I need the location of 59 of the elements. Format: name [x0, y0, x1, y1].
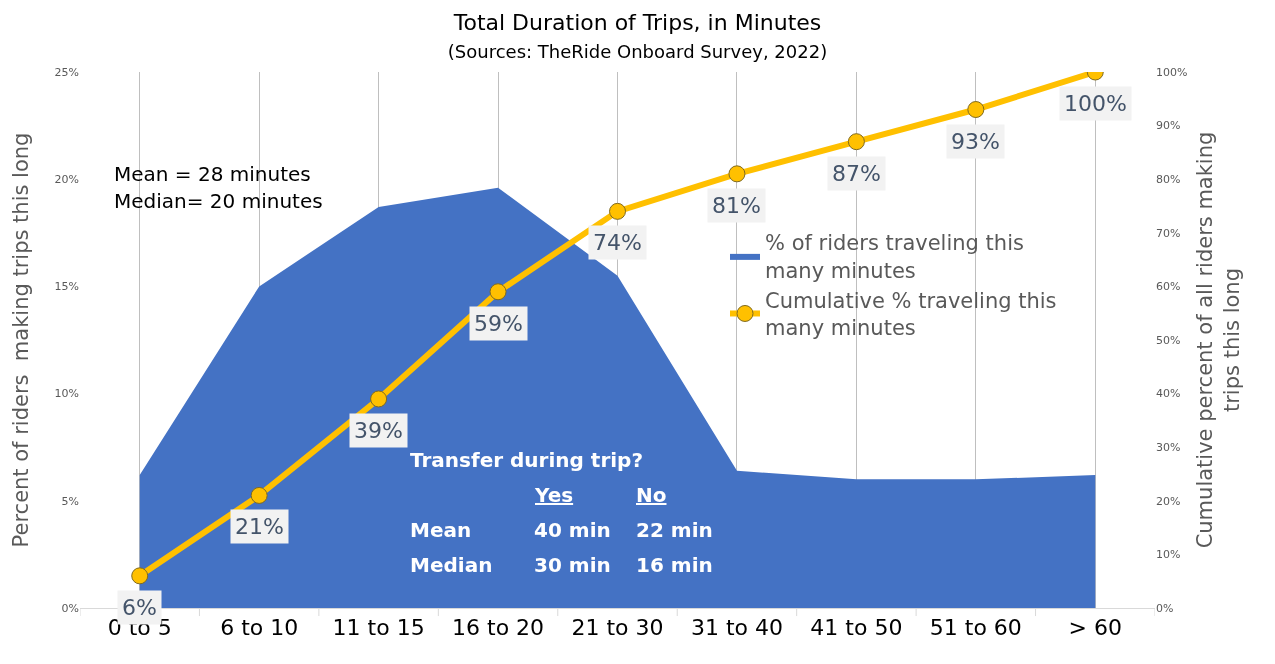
data-label: 21% [235, 514, 284, 539]
y2-tick-label: 80% [1156, 173, 1181, 187]
annotation: Yes [534, 483, 574, 507]
y2-tick-label: 100% [1156, 65, 1188, 79]
annotation: 30 min [534, 553, 611, 577]
y-axis-title: Percent of riders making trips this long [9, 132, 33, 548]
point [131, 567, 149, 585]
x-tick-label: > 60 [1068, 615, 1122, 641]
y2-tick-label: 30% [1156, 441, 1181, 455]
data-label: 74% [593, 230, 642, 255]
point [967, 101, 985, 119]
data-label: 39% [354, 418, 403, 443]
chart-subtitle: (Sources: TheRide Onboard Survey, 2022) [447, 41, 828, 63]
y2-tick-label: 20% [1156, 494, 1181, 508]
x-tick-label: 6 to 10 [220, 615, 299, 641]
annotation: Transfer during trip? [410, 448, 644, 472]
y-tick-label: 5% [61, 494, 79, 508]
y2-tick-label: 0% [1156, 601, 1174, 615]
data-label: 81% [712, 193, 761, 218]
annotation: 16 min [636, 553, 713, 577]
chart-title: Total Duration of Trips, in Minutes [452, 9, 822, 35]
annotation: 22 min [636, 518, 713, 542]
point [847, 133, 865, 151]
y2-tick-label: 90% [1156, 119, 1181, 133]
data-label: 100% [1064, 91, 1127, 116]
x-tick-label: 11 to 15 [332, 615, 425, 641]
y-tick-label: 0% [61, 601, 79, 615]
point [728, 165, 746, 183]
annotation: Mean = 28 minutes [114, 162, 311, 186]
y-tick-label: 20% [54, 173, 79, 187]
data-label: 6% [122, 595, 157, 620]
annotation: 40 min [534, 518, 611, 542]
y2-tick-label: 10% [1156, 548, 1181, 562]
y2-tick-label: 40% [1156, 387, 1181, 401]
legend-label: Cumulative % traveling this many minutes [765, 289, 1057, 341]
point [609, 202, 626, 220]
data-label: 87% [832, 161, 881, 186]
data-label: 59% [474, 311, 523, 336]
y-tick-label: 10% [54, 387, 79, 401]
annotation: Mean [410, 518, 472, 542]
data-label: 93% [951, 129, 1000, 154]
x-tick-label: 21 to 30 [571, 615, 664, 641]
x-tick-label: 51 to 60 [929, 615, 1022, 641]
x-tick-label: 31 to 40 [690, 615, 783, 641]
y-tick-label: 25% [54, 65, 79, 79]
point [370, 390, 388, 408]
y2-tick-label: 60% [1156, 280, 1181, 294]
annotation: Median= 20 minutes [114, 189, 323, 213]
annotation: No [636, 483, 667, 507]
y2-axis-title: Cumulative percent of all riders making trips this long [1192, 131, 1244, 549]
y2-tick-label: 50% [1156, 333, 1181, 347]
x-tick-label: 16 to 20 [452, 615, 545, 641]
annotation: Median [410, 553, 493, 577]
y-tick-label: 15% [54, 280, 79, 294]
x-tick-label: 41 to 50 [810, 615, 903, 641]
legend-label: % of riders traveling this many minutes [765, 231, 1024, 283]
point [250, 486, 268, 504]
point [489, 283, 507, 301]
y2-tick-label: 70% [1156, 226, 1181, 240]
